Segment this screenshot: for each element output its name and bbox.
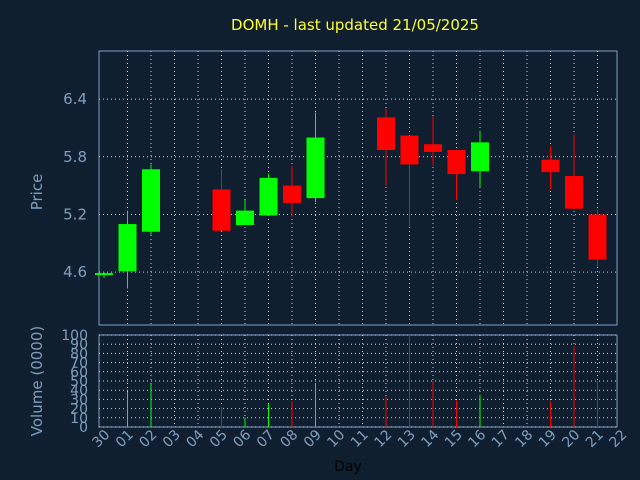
volume-tick-label: 90: [70, 337, 88, 353]
candle-body: [471, 142, 489, 172]
volume-tick-label: 60: [70, 365, 88, 381]
volume-tick-label: 100: [61, 328, 88, 344]
candle-body: [118, 224, 137, 272]
volume-tick-label: 30: [70, 392, 88, 408]
candle-body: [95, 273, 113, 276]
candle-body: [212, 189, 231, 231]
candle-body: [588, 214, 607, 260]
candle-body: [377, 117, 395, 151]
candle-body: [306, 137, 325, 199]
price-tick-label: 5.8: [63, 148, 87, 166]
candle-body: [565, 175, 583, 209]
price-tick-label: 6.4: [63, 90, 87, 108]
x-axis: 30 01 02 03 04 05 06 07 08 09 10 11 12 13 14 15 16 17 18 19…: [89, 427, 630, 451]
candle-body: [236, 210, 254, 226]
chart-title: DOMH - last updated 21/05/2025: [231, 16, 479, 34]
price-tick-label: 5.2: [63, 205, 87, 223]
volume-tick-label: 40: [70, 383, 88, 399]
volume-tick-label: 70: [70, 356, 88, 372]
x-axis-label: Day: [334, 459, 362, 475]
candle-body: [541, 159, 560, 173]
candle-body: [447, 150, 466, 175]
volume-tick-label: 50: [70, 374, 88, 390]
volume-tick-label: 0: [79, 420, 88, 436]
candle-body: [142, 169, 160, 232]
price-panel: 4.6 5.2 5.8 6.4: [63, 50, 618, 326]
price-axis-label: Price: [28, 174, 46, 211]
price-tick-label: 4.6: [63, 263, 87, 281]
candle-body: [400, 135, 419, 165]
volume-tick-label: 20: [70, 402, 88, 418]
volume-axis-label: Volume (0000): [28, 326, 46, 436]
candle-body: [259, 177, 278, 216]
candle-body: [424, 144, 442, 152]
volume-tick-label: 80: [70, 346, 88, 362]
volume-tick-label: 10: [70, 411, 88, 427]
candle-body: [283, 185, 301, 203]
price-frame: [98, 50, 618, 326]
